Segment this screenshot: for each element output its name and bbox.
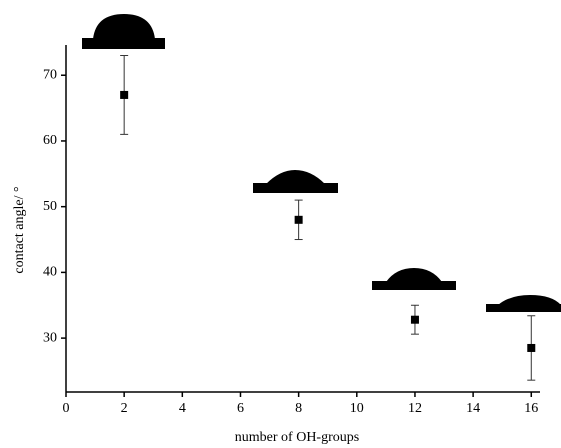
y-tick-label: 50 xyxy=(43,199,57,214)
droplet-base xyxy=(372,281,456,290)
x-tick-label: 2 xyxy=(121,401,128,416)
x-tick-label: 0 xyxy=(63,401,70,416)
y-tick-label: 60 xyxy=(43,133,57,148)
droplet-base xyxy=(486,304,561,312)
x-tick-label: 12 xyxy=(408,401,422,416)
droplet xyxy=(498,295,561,305)
y-tick-label: 40 xyxy=(43,265,57,280)
point xyxy=(410,315,419,324)
y-tick-label: 70 xyxy=(43,67,57,82)
y-axis-label: contact angle/ ° xyxy=(12,186,27,273)
point xyxy=(294,215,303,224)
y-tick-label: 30 xyxy=(43,330,57,345)
point xyxy=(527,343,536,352)
x-axis-label: number of OH-groups xyxy=(235,430,359,445)
x-tick-label: 8 xyxy=(295,401,302,416)
x-tick-label: 6 xyxy=(237,401,244,416)
x-tick-label: 4 xyxy=(179,401,186,416)
x-tick-label: 14 xyxy=(466,401,480,416)
droplet xyxy=(266,170,325,184)
droplet xyxy=(93,14,155,39)
droplet-base xyxy=(253,183,338,193)
droplets xyxy=(82,14,561,312)
x-tick-label: 10 xyxy=(350,401,364,416)
droplet xyxy=(386,268,442,282)
x-tick-label: 16 xyxy=(524,401,538,416)
point xyxy=(120,90,129,99)
droplet-base xyxy=(82,38,165,49)
